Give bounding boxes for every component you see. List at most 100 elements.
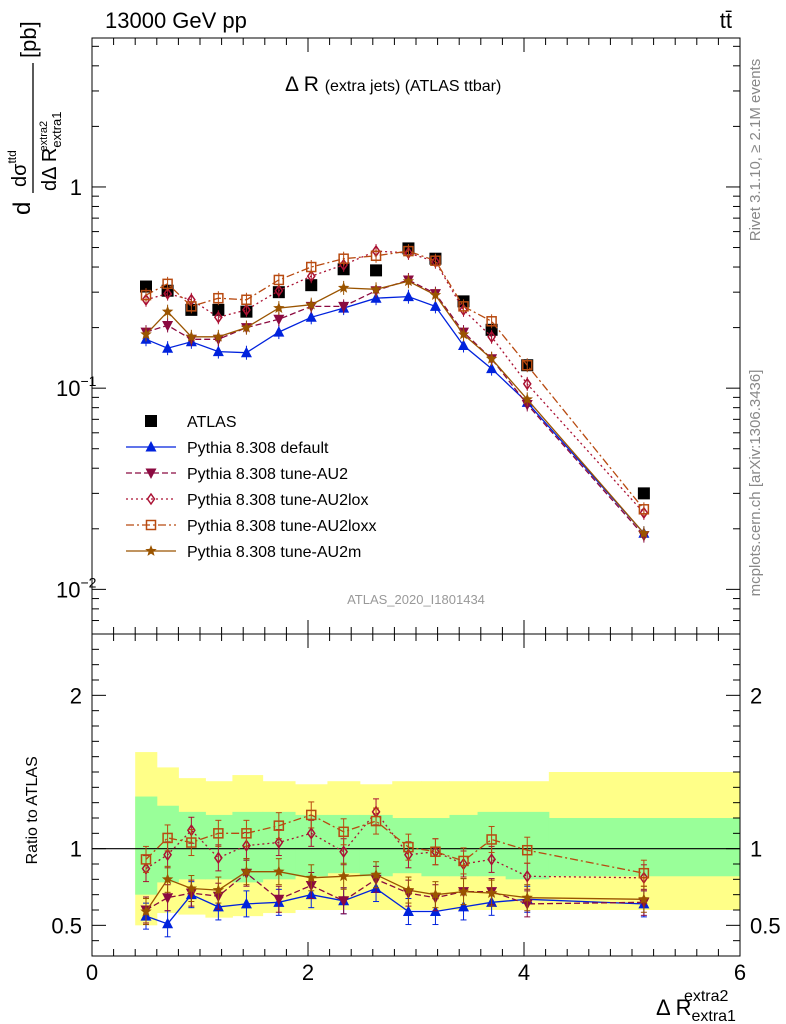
ratio-point xyxy=(339,845,349,859)
data-point xyxy=(486,362,498,374)
ratio-point xyxy=(338,826,349,838)
data-point xyxy=(241,294,252,306)
data-point xyxy=(485,352,498,364)
ratio-point xyxy=(638,893,650,905)
ratio-point xyxy=(521,891,533,903)
ratio-point xyxy=(458,900,470,912)
legend-marker xyxy=(145,468,157,479)
ratio-y-label: Ratio to ATLAS xyxy=(24,756,41,864)
ratio-point xyxy=(212,884,225,895)
y-axis-label: d dσttd dΔ Rextra1extra2 [pb] xyxy=(5,21,64,215)
data-point xyxy=(639,506,649,520)
main-panel: 1 10−1 10−2 Δ R (extra jets) (ATLAS ttbar) A… xyxy=(5,21,741,635)
data-point xyxy=(458,339,470,350)
data-point xyxy=(162,342,174,353)
data-point xyxy=(305,261,317,273)
ratio-point xyxy=(638,867,650,879)
ratio-panel: 0.5 0.5 1 1 2 2 0 2 4 6 Ratio to ATLAS Δ Rextra1ext… xyxy=(24,633,781,1024)
data-point xyxy=(213,292,224,304)
energy-label: 13000 GeV pp xyxy=(105,8,247,33)
ratio-series-AU2m xyxy=(140,858,650,926)
data-point xyxy=(458,301,469,312)
ratio-point xyxy=(402,884,415,895)
main-x-ticks xyxy=(91,38,741,634)
ratio-point xyxy=(140,905,152,917)
ratio-point xyxy=(370,868,382,880)
legend-item-AU2loxx: Pythia 8.308 tune-AU2loxx xyxy=(126,518,376,535)
ratio-y-ticks xyxy=(92,648,740,942)
legend-item-AU2m: Pythia 8.308 tune-AU2m xyxy=(126,544,361,561)
data-point xyxy=(240,321,253,333)
y-label-d: d xyxy=(9,202,36,215)
data-point xyxy=(430,255,441,266)
y-label-unit: [pb] xyxy=(16,21,41,58)
ratio-series-AU2loxx xyxy=(140,801,650,887)
data-point xyxy=(638,527,650,539)
chart-title: Δ R (extra jets) (ATLAS ttbar) xyxy=(285,73,501,96)
data-point xyxy=(429,289,442,300)
data-point xyxy=(273,326,285,337)
ratio-point xyxy=(522,869,532,883)
ratio-point xyxy=(273,894,285,906)
ratio-point xyxy=(337,870,350,882)
ratio-point xyxy=(430,846,441,857)
data-point xyxy=(306,269,316,283)
series-AU2m xyxy=(140,274,650,541)
ratio-point xyxy=(185,882,198,894)
legend-item-AU2: Pythia 8.308 tune-AU2 xyxy=(126,466,348,483)
data-point xyxy=(521,393,533,405)
ratio-point xyxy=(161,873,174,885)
ratio-point xyxy=(242,839,251,852)
legend-label: Pythia 8.308 tune-AU2 xyxy=(187,466,348,483)
data-point xyxy=(140,289,152,301)
x-axis-label: Δ Rextra1extra2 xyxy=(656,988,736,1024)
legend-item-AU2lox: Pythia 8.308 tune-AU2lox xyxy=(126,492,368,509)
data-point xyxy=(161,305,174,317)
data-point xyxy=(186,301,197,312)
y-tick-label-right: 2 xyxy=(750,683,762,708)
data-point xyxy=(305,311,317,322)
data-point xyxy=(242,303,251,317)
mcplots-label: mcplots.cern.ch [arXiv:1306.3436] xyxy=(747,370,764,597)
ratio-point xyxy=(273,865,285,877)
data-point xyxy=(403,245,414,257)
legend: ATLAS Pythia 8.308 default Pythia 8.308 tu… xyxy=(126,414,376,561)
data-point xyxy=(370,264,383,277)
data-point xyxy=(338,301,350,313)
ratio-point xyxy=(521,844,533,856)
band-inner xyxy=(548,818,741,877)
legend-marker xyxy=(145,545,157,556)
x-tick-label: 6 xyxy=(734,960,746,985)
y-tick-label: 1 xyxy=(70,175,82,200)
data-point xyxy=(273,302,285,313)
legend-marker xyxy=(146,492,156,506)
ratio-point xyxy=(240,897,252,909)
data-point xyxy=(140,328,152,340)
data-point xyxy=(637,487,650,500)
legend-label: Pythia 8.308 tune-AU2loxx xyxy=(187,518,376,535)
ratio-point xyxy=(163,848,173,862)
series-ATLAS xyxy=(140,242,650,500)
ratio-point xyxy=(273,820,285,831)
band-inner xyxy=(178,811,206,880)
ratio-point xyxy=(429,888,442,900)
legend-label: Pythia 8.308 tune-AU2lox xyxy=(187,492,368,509)
y-tick-label: 10−2 xyxy=(56,574,97,602)
header: 13000 GeV pp tt̄ xyxy=(105,8,732,33)
ratio-point xyxy=(457,885,470,897)
ratio-point xyxy=(370,815,382,827)
y-label-den: dΔ Rextra1extra2 xyxy=(38,111,64,191)
data-point xyxy=(141,293,151,307)
data-point xyxy=(163,287,173,300)
y-tick-label-right: 1 xyxy=(750,837,762,862)
ratio-point xyxy=(338,896,350,907)
ratio-point xyxy=(486,834,497,845)
ratio-point xyxy=(213,828,224,839)
ratio-point xyxy=(458,855,469,867)
legend-label: Pythia 8.308 default xyxy=(187,440,329,457)
data-point xyxy=(370,250,382,262)
ratio-point xyxy=(306,827,316,840)
data-point xyxy=(273,274,285,286)
data-point xyxy=(212,330,225,342)
data-point xyxy=(402,275,415,287)
